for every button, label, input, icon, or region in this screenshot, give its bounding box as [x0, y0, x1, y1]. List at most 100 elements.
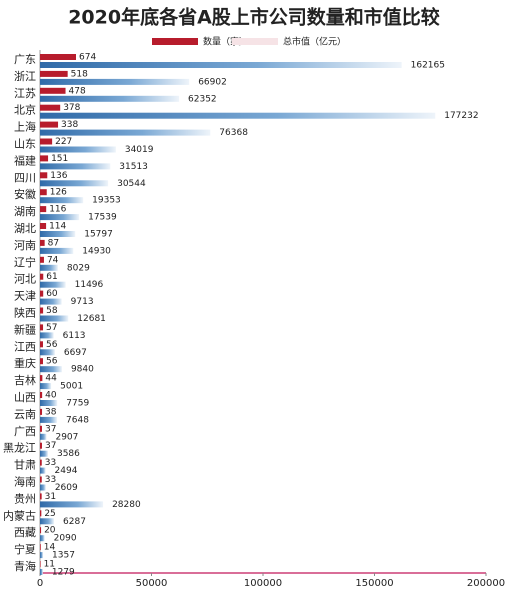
value-bar: [40, 501, 104, 508]
count-bar: [40, 172, 48, 179]
y-tick-label: 青海: [14, 559, 36, 573]
legend-swatch: [232, 38, 278, 45]
data-label: 38: [45, 407, 57, 417]
legend-label: 总市值（亿元）: [283, 36, 346, 48]
count-bar: [40, 544, 41, 551]
y-tick-label: 河北: [14, 273, 36, 286]
value-bar: [40, 366, 62, 373]
y-tick-label: 新疆: [14, 322, 36, 336]
value-bar: [40, 535, 45, 542]
data-label: 126: [50, 188, 67, 198]
count-bar: [40, 206, 47, 213]
count-bar: [40, 510, 42, 517]
data-label: 11496: [75, 280, 104, 290]
value-bar: [40, 433, 47, 440]
value-bar: [40, 247, 74, 254]
data-label: 14: [44, 543, 56, 553]
value-bar: [40, 416, 58, 423]
count-bar: [40, 87, 66, 94]
y-tick-label: 河南: [14, 239, 36, 252]
y-tick-label: 上海: [14, 120, 36, 134]
data-label: 60: [46, 289, 58, 299]
value-bar: [40, 467, 46, 474]
value-bar: [40, 518, 55, 525]
data-label: 33: [45, 475, 56, 485]
count-bar: [40, 155, 49, 162]
data-label: 62352: [188, 94, 217, 104]
data-label: 162165: [411, 61, 445, 71]
data-label: 30544: [117, 179, 146, 189]
x-tick-label: 0: [37, 578, 43, 589]
value-bar: [40, 264, 58, 271]
data-label: 34019: [125, 145, 154, 155]
y-tick-label: 江苏: [14, 87, 36, 100]
data-label: 6287: [63, 517, 86, 527]
count-bar: [40, 493, 42, 500]
y-tick-label: 北京: [14, 103, 36, 117]
y-tick-label: 宁夏: [14, 542, 36, 556]
value-bar: [40, 298, 62, 305]
data-label: 15797: [84, 230, 113, 240]
data-label: 478: [69, 86, 86, 96]
data-label: 116: [49, 205, 66, 215]
data-label: 14930: [82, 246, 111, 256]
data-label: 6113: [63, 331, 86, 341]
data-label: 56: [46, 357, 58, 367]
value-bar: [40, 552, 44, 559]
data-label: 61: [46, 272, 57, 282]
y-tick-label: 安徽: [14, 187, 36, 201]
y-tick-label: 浙江: [14, 70, 36, 83]
value-bar: [40, 129, 211, 136]
value-bar: [40, 62, 402, 68]
y-tick-label: 辽宁: [14, 255, 36, 269]
data-label: 7759: [66, 399, 89, 409]
value-bar: [40, 383, 52, 390]
data-label: 1357: [52, 551, 75, 561]
data-label: 31513: [119, 162, 148, 172]
y-tick-label: 重庆: [14, 356, 36, 370]
y-tick-label: 海南: [14, 475, 36, 489]
value-bar: [40, 349, 55, 356]
data-label: 58: [46, 306, 58, 316]
data-label: 76368: [219, 128, 248, 138]
value-bar: [40, 450, 48, 457]
x-tick-label: 200000: [467, 578, 505, 589]
x-tick-label: 150000: [355, 578, 393, 589]
value-bar: [40, 569, 43, 575]
data-label: 674: [79, 53, 96, 63]
count-bar: [40, 408, 43, 415]
count-bar: [40, 324, 44, 331]
data-label: 74: [47, 255, 59, 265]
data-label: 114: [49, 222, 66, 232]
data-label: 20: [44, 526, 56, 536]
count-bar: [40, 223, 47, 229]
data-label: 56: [46, 340, 58, 350]
count-bar: [40, 54, 77, 60]
count-bar: [40, 375, 43, 382]
count-bar: [40, 290, 44, 297]
count-bar: [40, 442, 42, 449]
value-bar: [40, 214, 80, 221]
y-tick-label: 黑龙江: [3, 442, 36, 455]
y-tick-label: 贵州: [14, 492, 36, 505]
y-tick-label: 广西: [14, 425, 36, 438]
value-bar: [40, 78, 190, 85]
count-bar: [40, 138, 53, 145]
data-label: 227: [55, 137, 72, 147]
y-tick-label: 西藏: [14, 526, 36, 539]
count-bar: [40, 341, 43, 348]
count-bar: [40, 307, 44, 314]
value-bar: [40, 112, 436, 119]
data-label: 6697: [64, 348, 87, 358]
data-label: 9713: [71, 297, 94, 307]
y-tick-label: 湖北: [14, 222, 36, 235]
y-tick-label: 甘肃: [14, 459, 36, 472]
count-bar: [40, 527, 42, 534]
y-tick-label: 内蒙古: [3, 508, 36, 522]
count-bar: [40, 121, 59, 128]
y-tick-label: 福建: [14, 153, 36, 167]
value-bar: [40, 281, 66, 288]
data-label: 87: [48, 238, 59, 248]
data-label: 338: [61, 120, 78, 130]
data-label: 151: [51, 154, 68, 164]
